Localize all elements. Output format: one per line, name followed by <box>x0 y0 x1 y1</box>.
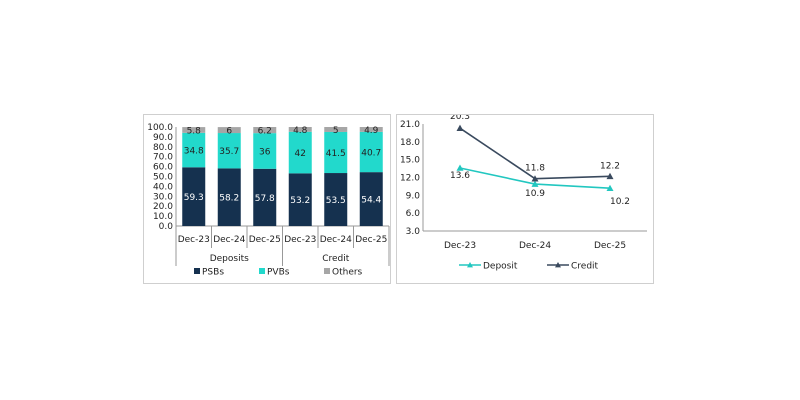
group-label: Deposits <box>210 254 249 264</box>
y-tick-label: 30.0 <box>153 192 173 202</box>
y-tick-label: 18.0 <box>400 138 420 148</box>
data-label: 4.9 <box>364 126 379 136</box>
y-tick-label: 15.0 <box>400 156 420 166</box>
y-tick-label: 9.0 <box>406 191 421 201</box>
bar-pvbs <box>324 131 348 174</box>
marker-deposit <box>606 184 614 191</box>
bar-psbs <box>324 173 348 226</box>
bar-others <box>324 127 348 132</box>
x-tick-label: Dec-25 <box>249 235 281 245</box>
bar-others <box>182 127 206 133</box>
legend-marker-deposit <box>467 262 473 268</box>
data-label: 13.6 <box>450 171 470 181</box>
y-tick-label: 70.0 <box>153 153 173 163</box>
y-tick-label: 50.0 <box>153 173 173 183</box>
legend-label: Credit <box>571 262 599 272</box>
bar-psbs <box>182 167 206 226</box>
y-tick-label: 20.0 <box>153 202 173 212</box>
y-tick-label: 12.0 <box>400 174 420 184</box>
data-label: 11.8 <box>525 164 545 174</box>
data-label: 53.2 <box>290 196 310 206</box>
y-tick-label: 3.0 <box>406 227 421 237</box>
stacked-bar-svg: 0.010.020.030.040.050.060.070.080.090.01… <box>147 123 390 278</box>
marker-credit <box>531 175 539 182</box>
data-label: 4.8 <box>293 126 308 136</box>
bar-others <box>253 127 277 134</box>
legend-label: Deposit <box>483 262 518 272</box>
line-chart-svg: 3.0 6.0 9.0 12.0 15.0 18.0 21.0 Dec-23 Dec-24 Dec… <box>400 112 647 272</box>
bar-psbs <box>359 172 383 226</box>
data-label: 36 <box>259 147 271 157</box>
marker-deposit <box>531 180 539 187</box>
y-tick-label: 80.0 <box>153 143 173 153</box>
data-label: 34.8 <box>184 147 204 157</box>
bar-pvbs <box>359 131 383 173</box>
marker-credit <box>606 172 614 180</box>
bar-psbs <box>253 168 277 226</box>
legend-marker-credit <box>555 262 561 268</box>
y-tick-label: 6.0 <box>406 209 421 219</box>
data-label: 54.4 <box>361 196 381 206</box>
data-label: 57.8 <box>255 194 275 204</box>
legend-label: PSBs <box>202 268 224 278</box>
legend-swatch-others <box>324 268 330 274</box>
data-label: 41.5 <box>326 149 346 159</box>
x-tick-label: Dec-25 <box>594 241 626 251</box>
bar-pvbs <box>182 132 206 168</box>
marker-credit <box>456 124 464 131</box>
bar-psbs <box>217 168 241 226</box>
y-tick-label: 60.0 <box>153 163 173 173</box>
group-label: Credit <box>322 254 350 264</box>
data-label: 53.5 <box>326 196 346 206</box>
x-tick-label: Dec-23 <box>284 235 316 245</box>
data-label: 5 <box>333 126 339 136</box>
y-tick-label: 10.0 <box>153 212 173 222</box>
legend-label: Others <box>332 268 363 278</box>
data-label: 12.2 <box>600 161 620 171</box>
data-label: 59.3 <box>184 193 204 203</box>
marker-deposit <box>456 164 464 171</box>
data-label: 6.2 <box>258 127 272 137</box>
data-label: 6 <box>226 127 232 137</box>
bar-psbs <box>288 173 312 226</box>
data-label: 40.7 <box>361 148 381 158</box>
bar-pvbs <box>217 133 241 169</box>
legend-swatch-psbs <box>194 268 200 274</box>
x-tick-label: Dec-24 <box>213 235 245 245</box>
y-tick-label: 40.0 <box>153 182 173 192</box>
bar-pvbs <box>253 133 277 169</box>
y-tick-label: 100.0 <box>147 123 173 133</box>
data-label: 10.9 <box>525 189 545 199</box>
bar-others <box>288 127 312 132</box>
y-tick-label: 0.0 <box>159 222 174 232</box>
y-tick-label: 21.0 <box>400 120 420 130</box>
x-tick-label: Dec-23 <box>178 235 210 245</box>
data-label: 10.2 <box>610 197 630 207</box>
data-label: 35.7 <box>219 147 239 157</box>
x-tick-label: Dec-24 <box>320 235 352 245</box>
x-tick-label: Dec-25 <box>355 235 387 245</box>
legend-label: PVBs <box>267 268 290 278</box>
x-tick-label: Dec-24 <box>519 241 551 251</box>
data-label: 20.3 <box>450 115 470 122</box>
bar-pvbs <box>288 131 312 174</box>
bar-others <box>217 127 241 134</box>
data-label: 42 <box>295 149 306 159</box>
data-label: 5.8 <box>187 126 202 136</box>
y-tick-label: 90.0 <box>153 133 173 143</box>
x-tick-label: Dec-23 <box>444 241 476 251</box>
legend-swatch-pvbs <box>259 268 265 274</box>
bar-others <box>359 127 383 132</box>
data-label: 58.2 <box>219 194 239 204</box>
growth-line-chart: 3.0 6.0 9.0 12.0 15.0 18.0 21.0 Dec-23 Dec-24 Dec… <box>396 112 654 284</box>
market-share-stacked-bar-chart: 0.0 10.0 20.0 30.0 40.0 50.0 60.0 70.0 80.0 90.0 1… <box>143 114 391 284</box>
